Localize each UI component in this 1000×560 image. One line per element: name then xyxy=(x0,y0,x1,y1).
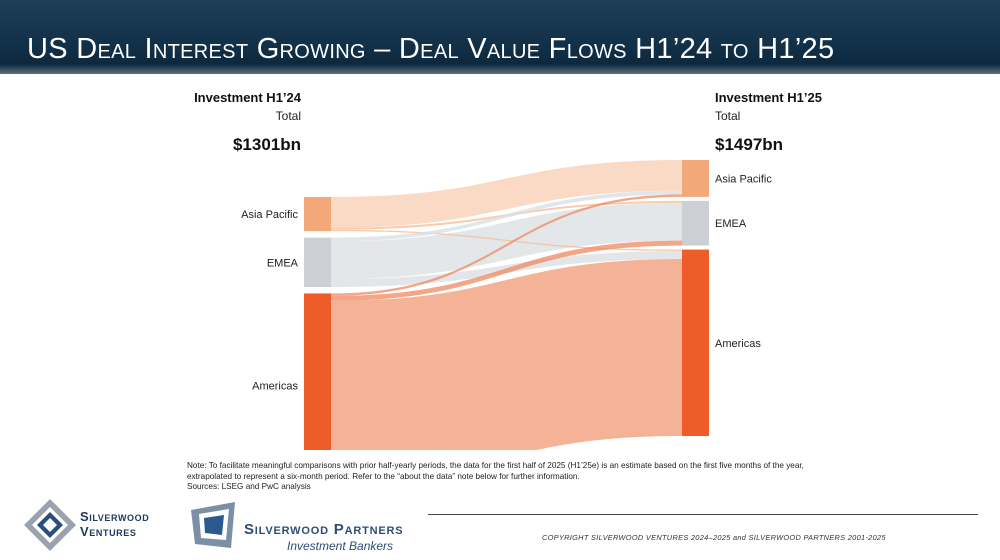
left-node-label-emea: EMEA xyxy=(267,257,299,269)
flow-americas-to-americas xyxy=(331,259,682,450)
left-node-asia-pacific xyxy=(304,197,331,232)
logo-ventures-line1: Silverwood xyxy=(80,509,150,524)
silverwood-partners-logo-icon xyxy=(191,502,235,548)
flow-emea-to-asia-pacific xyxy=(331,190,682,242)
sankey-flows xyxy=(331,160,682,450)
right-node-label-asia-pacific: Asia Pacific xyxy=(715,173,772,185)
logo-ventures-line2: Ventures xyxy=(80,524,137,539)
left-column-header: Investment H1’24 Total $1301bn xyxy=(178,90,301,155)
right-column-heading: Investment H1’25 xyxy=(715,90,822,105)
footnote: Note: To facilitate meaningful compariso… xyxy=(187,461,827,493)
silverwood-ventures-logo-icon xyxy=(24,499,76,551)
copyright-text: COPYRIGHT SILVERWOOD VENTURES 2024–2025 … xyxy=(542,533,886,542)
silverwood-ventures-logo: Silverwood Ventures xyxy=(80,509,149,539)
left-node-label-asia-pacific: Asia Pacific xyxy=(241,209,298,221)
sources-text: Sources: LSEG and PwC analysis xyxy=(187,482,311,492)
title-bar: US Deal Interest Growing – Deal Value Fl… xyxy=(0,0,1000,74)
note-text: Note: To facilitate meaningful compariso… xyxy=(187,461,804,481)
left-node-americas xyxy=(304,293,331,450)
right-node-label-americas: Americas xyxy=(715,338,761,350)
flow-asia-pacific-to-asia-pacific xyxy=(331,160,682,228)
page-title: US Deal Interest Growing – Deal Value Fl… xyxy=(27,33,835,65)
sankey-diagram: Asia Pacific EMEA Americas Asia Pacific EMEA… xyxy=(241,160,772,450)
right-node-label-emea: EMEA xyxy=(715,218,747,230)
footer-divider xyxy=(428,514,978,515)
right-node-asia-pacific xyxy=(682,160,709,197)
right-node-americas xyxy=(682,249,709,436)
right-node-emea xyxy=(682,200,709,246)
silverwood-partners-logo: Silverwood Partners xyxy=(244,521,404,538)
flow-americas-to-emea xyxy=(331,240,682,301)
left-column-total: $1301bn xyxy=(232,135,301,154)
silverwood-partners-tagline: Investment Bankers xyxy=(287,539,394,553)
left-column-heading: Investment H1’24 xyxy=(194,90,301,105)
flow-americas-to-asia-pacific xyxy=(331,194,682,296)
flow-asia-pacific-to-americas xyxy=(331,229,682,252)
right-column-total: $1497bn xyxy=(715,135,784,154)
right-column-sub: Total xyxy=(715,109,741,123)
left-node-emea xyxy=(304,237,331,288)
right-column-header: Investment H1’25 Total $1497bn xyxy=(715,90,915,155)
left-node-label-americas: Americas xyxy=(252,381,298,393)
left-column-sub: Total xyxy=(275,109,301,123)
